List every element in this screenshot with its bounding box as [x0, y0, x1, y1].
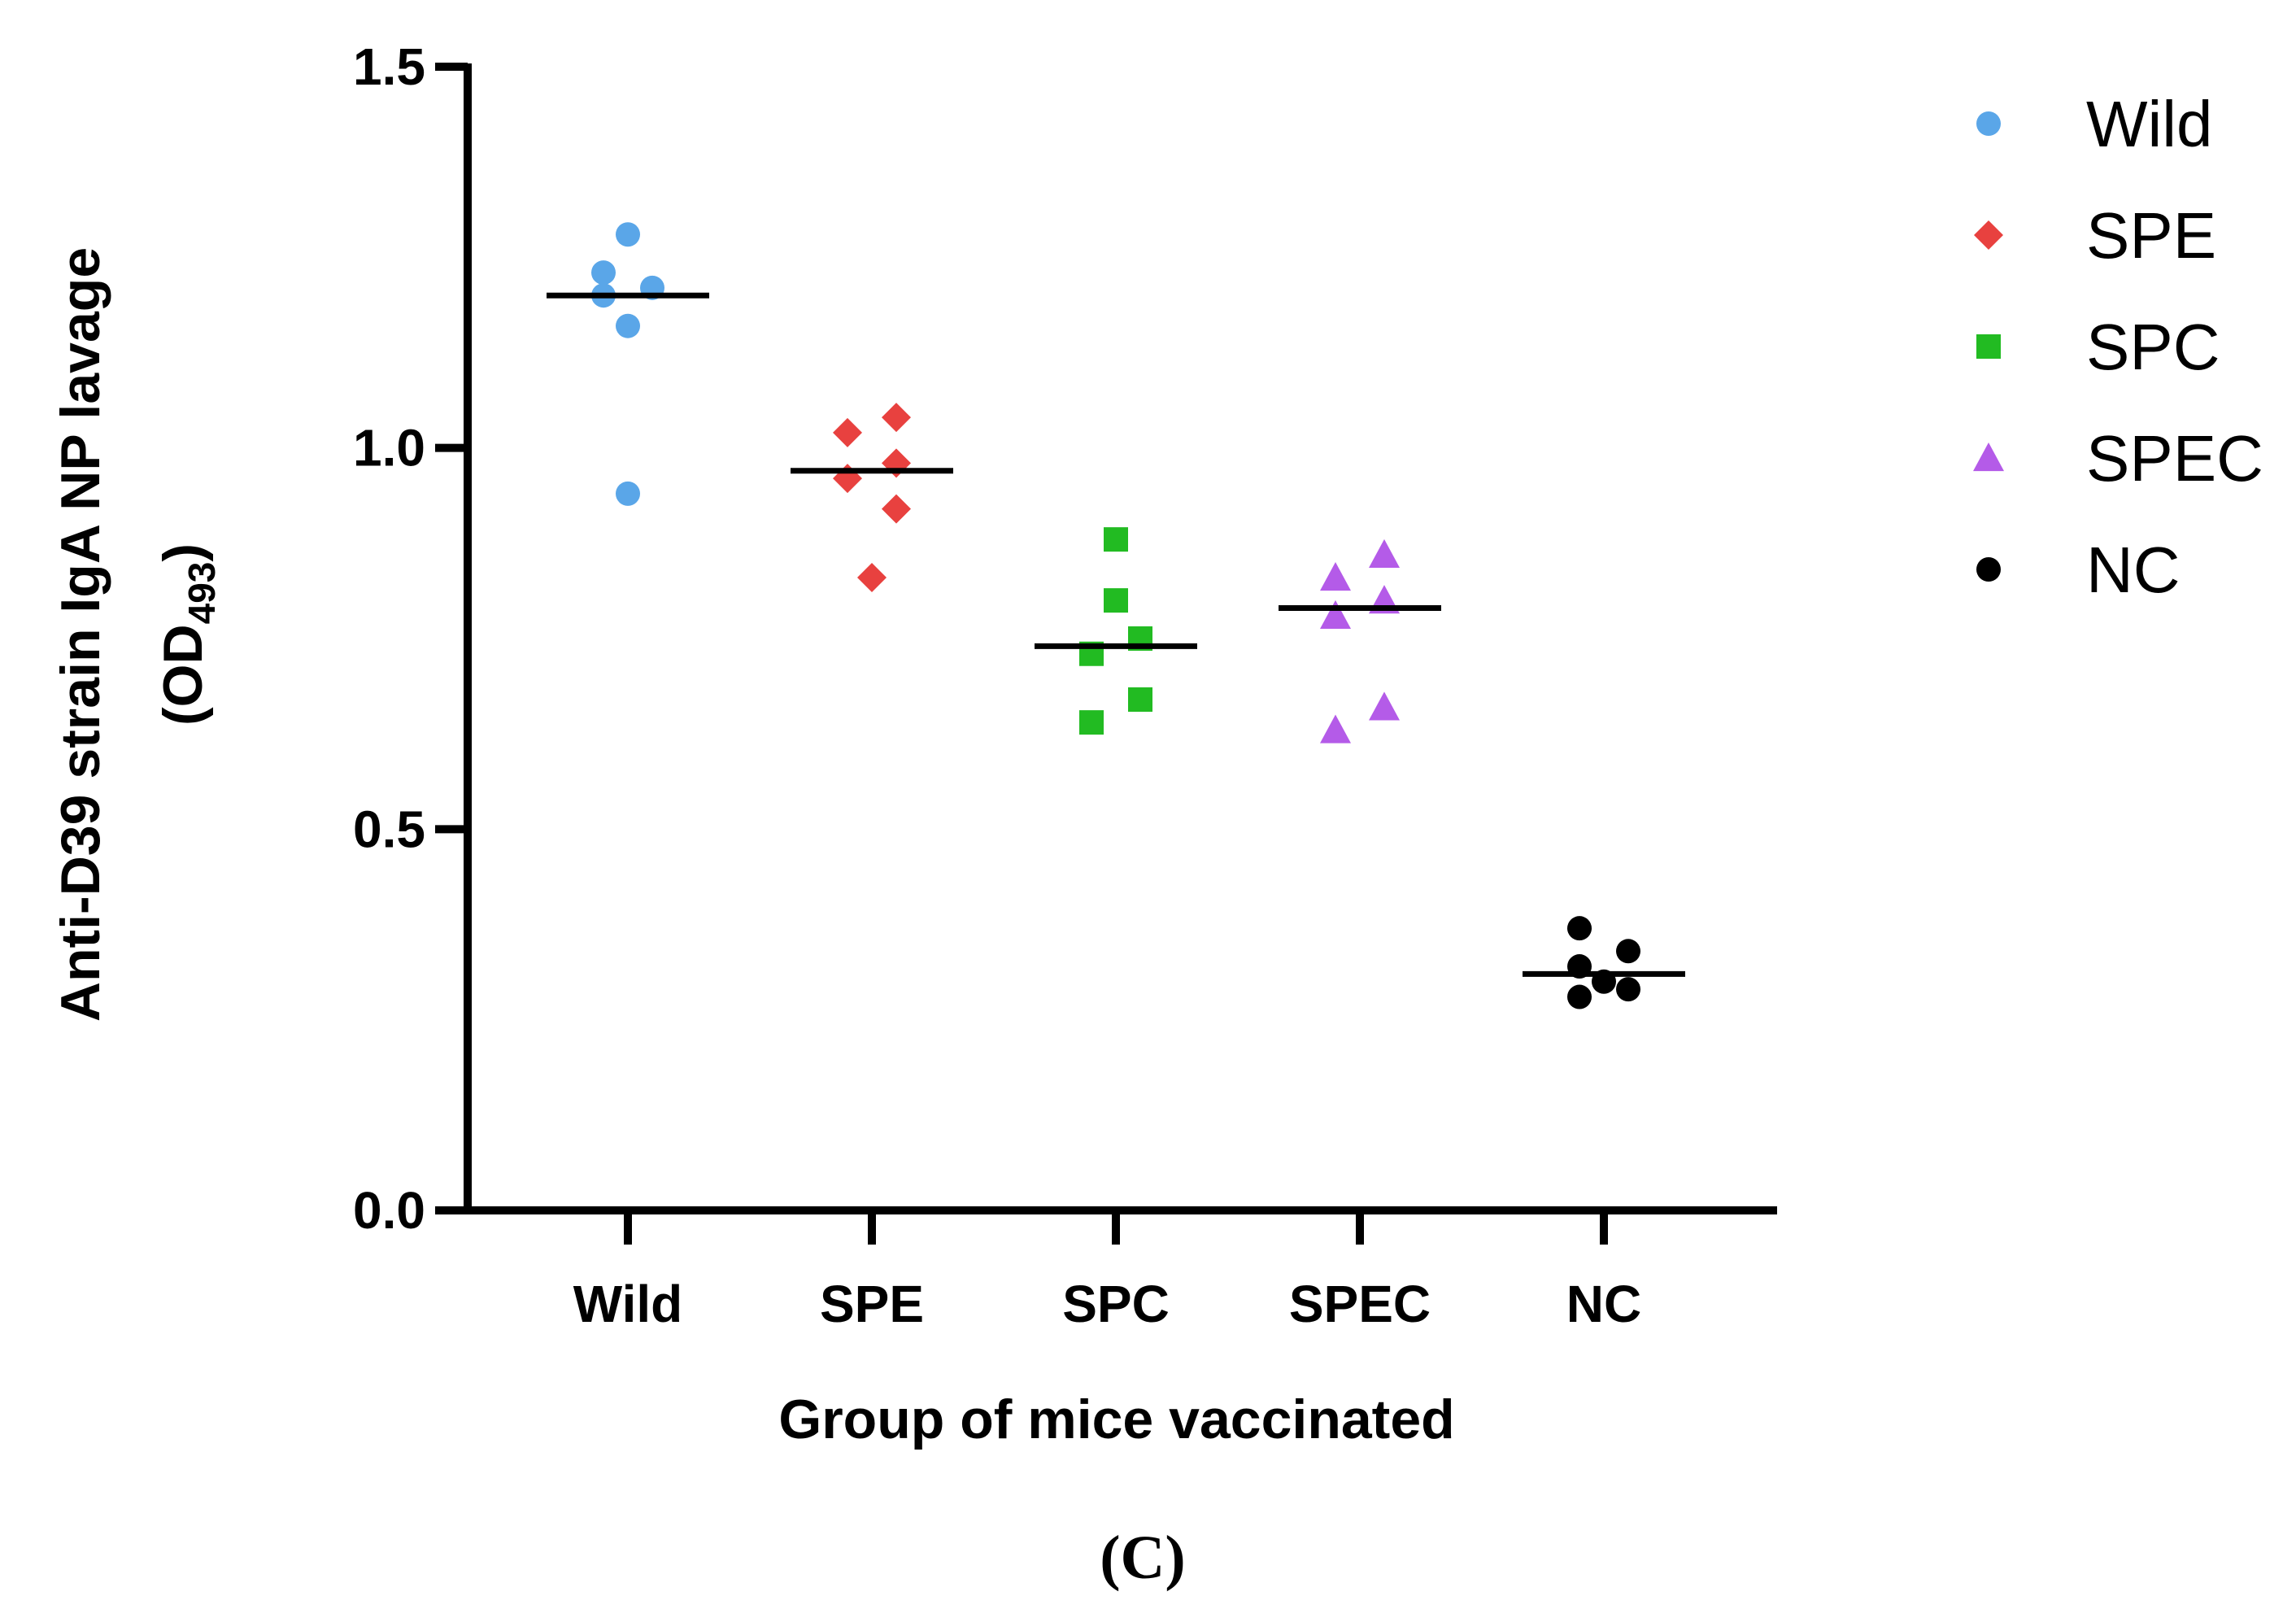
data-point-nc: [1616, 939, 1640, 964]
legend-marker-spc: [1976, 334, 2001, 359]
data-point-nc: [1567, 916, 1592, 941]
data-point-spe: [882, 494, 911, 524]
y-tick-label: 1.5: [353, 37, 425, 96]
data-point-nc: [1567, 984, 1592, 1009]
y-axis-title-line2: (OD493): [152, 543, 223, 726]
legend-marker-nc: [1976, 557, 2001, 582]
y-axis-title-line1: Anti-D39 strain IgA NP lavage: [50, 247, 111, 1022]
legend-marker-spec: [1973, 443, 2004, 472]
panel-label: (C): [1100, 1524, 1186, 1592]
data-points: [591, 222, 1640, 1009]
y-axis-title-suffix: ): [152, 543, 214, 562]
x-axis-title: Group of mice vaccinated: [778, 1389, 1454, 1450]
y-tick-label: 0.0: [353, 1181, 425, 1240]
data-point-spc: [1104, 588, 1128, 613]
legend-label-spc: SPC: [2086, 311, 2220, 383]
data-point-spe: [833, 417, 862, 447]
data-point-wild: [616, 222, 640, 247]
data-point-wild: [616, 481, 640, 506]
data-point-wild: [591, 260, 616, 286]
legend-label-nc: NC: [2086, 534, 2181, 606]
legend-label-spec: SPEC: [2086, 422, 2263, 495]
y-tick-label: 1.0: [353, 419, 425, 477]
data-point-wild: [616, 313, 640, 338]
legend: Wild SPE SPC SPEC NC: [1973, 88, 2263, 606]
y-axis-title-line2-group: (OD493): [152, 543, 223, 726]
data-point-spe: [882, 403, 911, 433]
data-point-spec: [1369, 538, 1400, 569]
data-point-spec: [1369, 691, 1400, 721]
data-point-nc: [1616, 977, 1640, 1002]
x-tick-label: SPC: [1062, 1275, 1170, 1333]
x-tick-label: SPEC: [1289, 1275, 1431, 1333]
legend-marker-spe: [1974, 220, 2003, 250]
y-axis-title-subscript: 493: [181, 562, 223, 625]
data-point-spec: [1320, 714, 1351, 743]
legend-label-wild: Wild: [2086, 88, 2213, 160]
axes: 0.0 0.5 1.0 1.5 Wild SPE SPC SPEC NC: [353, 37, 1777, 1333]
data-point-spc: [1128, 687, 1152, 712]
data-point-spc: [1079, 710, 1104, 735]
median-lines: [547, 292, 1685, 977]
data-point-spec: [1320, 600, 1351, 630]
legend-marker-wild: [1976, 111, 2001, 136]
x-tick-label: SPE: [820, 1275, 924, 1333]
y-axis-title: Anti-D39 strain IgA NP lavage: [50, 247, 111, 1022]
x-tick-label: Wild: [573, 1275, 683, 1333]
y-tick-label: 0.5: [353, 800, 425, 858]
x-tick-label: NC: [1566, 1275, 1641, 1333]
data-point-spe: [857, 563, 887, 593]
y-axis-title-prefix: (OD: [152, 624, 214, 726]
legend-label-spe: SPE: [2086, 199, 2216, 272]
data-point-spec: [1320, 562, 1351, 591]
data-point-spc: [1104, 527, 1128, 552]
